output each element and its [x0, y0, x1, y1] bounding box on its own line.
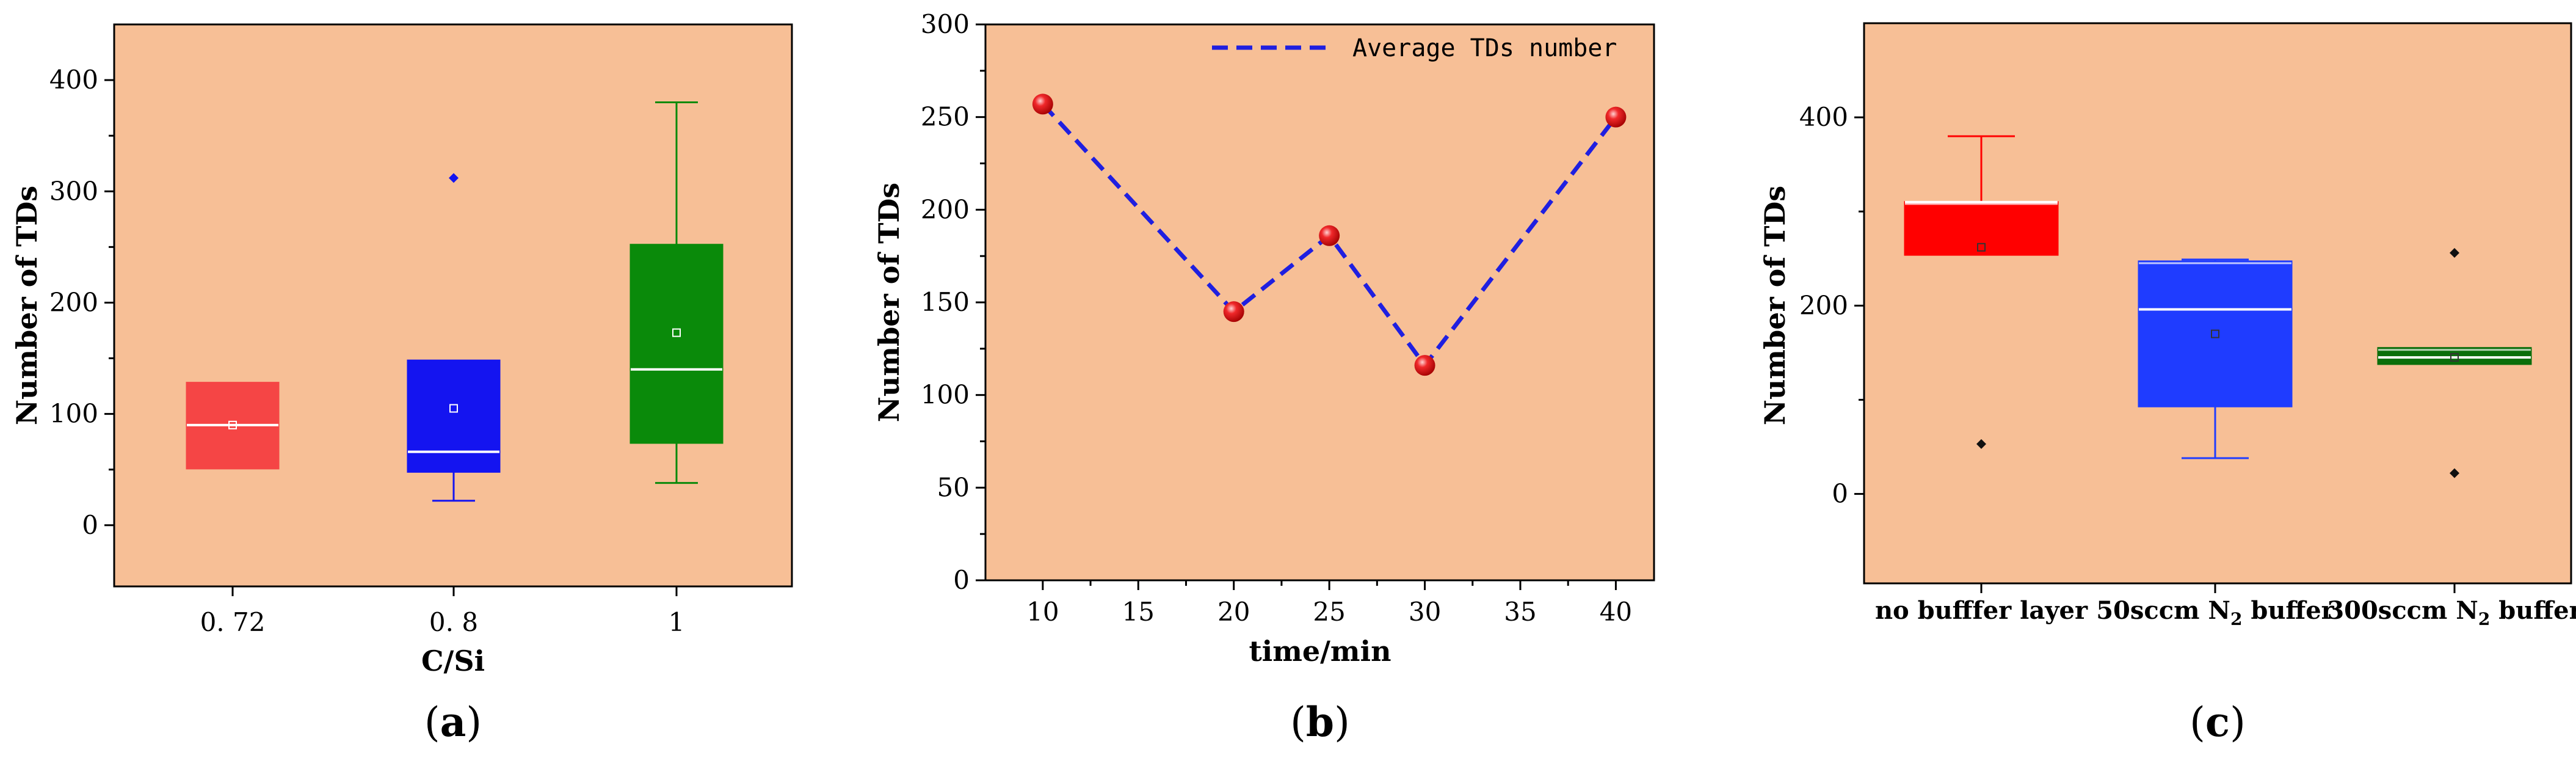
y-axis-title-a: Number of TDs — [10, 186, 43, 425]
x-tick-label: 300sccm N2 buffer — [2327, 596, 2576, 629]
x-tick-label: 15 — [1122, 597, 1155, 627]
y-tick-label: 0 — [82, 510, 98, 540]
line-series-b — [1032, 93, 1627, 376]
outlier-marker — [449, 173, 459, 183]
x-tick-label-text: buffer — [2242, 596, 2334, 625]
panel-label-a: (a) — [424, 698, 482, 746]
x-axis-ticks-b: 10 15 20 25 30 35 40 — [1026, 580, 1632, 627]
y-tick-label: 0 — [1832, 479, 1848, 509]
mean-marker — [672, 328, 681, 337]
data-point — [1414, 355, 1435, 376]
box-series-a — [186, 101, 724, 502]
x-axis-title-a: C/Si — [421, 644, 485, 677]
panel-a: 0 100 200 300 400 0. 72 0. 8 1 Number of TDs C… — [10, 23, 793, 746]
plot-area-b — [984, 23, 1655, 582]
y-tick-label: 200 — [49, 287, 98, 317]
box — [2138, 260, 2293, 407]
mean-marker — [2450, 353, 2459, 362]
y-tick-label: 200 — [921, 194, 970, 224]
mean-marker — [228, 420, 237, 429]
y-axis-title-c: Number of TDs — [1758, 186, 1791, 425]
x-tick-label: 25 — [1313, 597, 1345, 627]
panel-label-c: (c) — [2190, 698, 2246, 746]
y-axis-ticks-c: 0 200 400 — [1799, 102, 1864, 509]
y-tick-label: 400 — [49, 65, 98, 95]
box — [629, 244, 724, 444]
x-tick-label-subscript: 2 — [2478, 609, 2490, 629]
y-tick-label: 100 — [49, 399, 98, 429]
x-tick-label: 10 — [1026, 597, 1059, 627]
panel-b: 0 50 100 150 200 250 300 10 15 20 25 30 35 40 Averag… — [873, 9, 1655, 746]
data-point — [1032, 93, 1053, 115]
x-tick-label: 40 — [1600, 597, 1632, 627]
mean-marker — [2211, 329, 2219, 338]
y-tick-label: 100 — [921, 380, 970, 410]
y-tick-label: 400 — [1799, 102, 1848, 132]
y-tick-label: 300 — [921, 9, 970, 39]
x-tick-label-subscript: 2 — [2230, 609, 2242, 629]
x-tick-label-text: 300sccm N — [2327, 596, 2478, 625]
box — [1904, 201, 2059, 256]
y-axis-ticks-a: 0 100 200 300 400 — [49, 65, 114, 540]
y-axis-ticks-b: 0 50 100 150 200 250 300 — [921, 9, 985, 595]
x-tick-label: 20 — [1217, 597, 1250, 627]
x-tick-label-text: buffer — [2490, 596, 2576, 625]
data-point — [1319, 225, 1340, 246]
x-tick-label: 0. 72 — [200, 607, 266, 637]
x-tick-label: no bufffer layer — [1875, 596, 2088, 625]
legend-label: Average TDs number — [1352, 34, 1617, 62]
y-tick-label: 150 — [921, 287, 970, 317]
x-tick-label: 0. 8 — [429, 607, 478, 637]
x-tick-label: 35 — [1504, 597, 1536, 627]
box — [407, 359, 501, 473]
outlier-marker — [1976, 439, 1986, 449]
y-tick-label: 50 — [937, 472, 970, 502]
mean-marker — [1977, 243, 1986, 252]
legend-b: Average TDs number — [1212, 34, 1617, 62]
y-tick-label: 200 — [1799, 290, 1848, 320]
y-axis-title-b: Number of TDs — [873, 183, 905, 422]
x-axis-ticks-a: 0. 72 0. 8 1 — [200, 586, 685, 637]
outlier-marker — [2450, 248, 2459, 258]
x-tick-label: 50sccm N2 buffer — [2096, 596, 2334, 629]
x-tick-label: 30 — [1409, 597, 1441, 627]
x-tick-label-text: 50sccm N — [2096, 596, 2230, 625]
x-tick-label: 1 — [669, 607, 685, 637]
y-tick-label: 250 — [921, 102, 970, 132]
x-axis-ticks-c: no bufffer layer 50sccm N2 buffer300sccm … — [1875, 583, 2576, 629]
x-axis-title-b: time/min — [1249, 635, 1391, 668]
data-point — [1223, 301, 1244, 323]
mean-marker — [449, 404, 458, 413]
y-tick-label: 0 — [953, 565, 970, 595]
y-tick-label: 300 — [49, 176, 98, 206]
panel-label-b: (b) — [1290, 698, 1350, 746]
x-tick-label-text: no bufffer layer — [1875, 596, 2088, 625]
data-point — [1605, 106, 1627, 128]
outlier-marker — [2450, 468, 2459, 478]
box-series-c — [1904, 135, 2532, 478]
